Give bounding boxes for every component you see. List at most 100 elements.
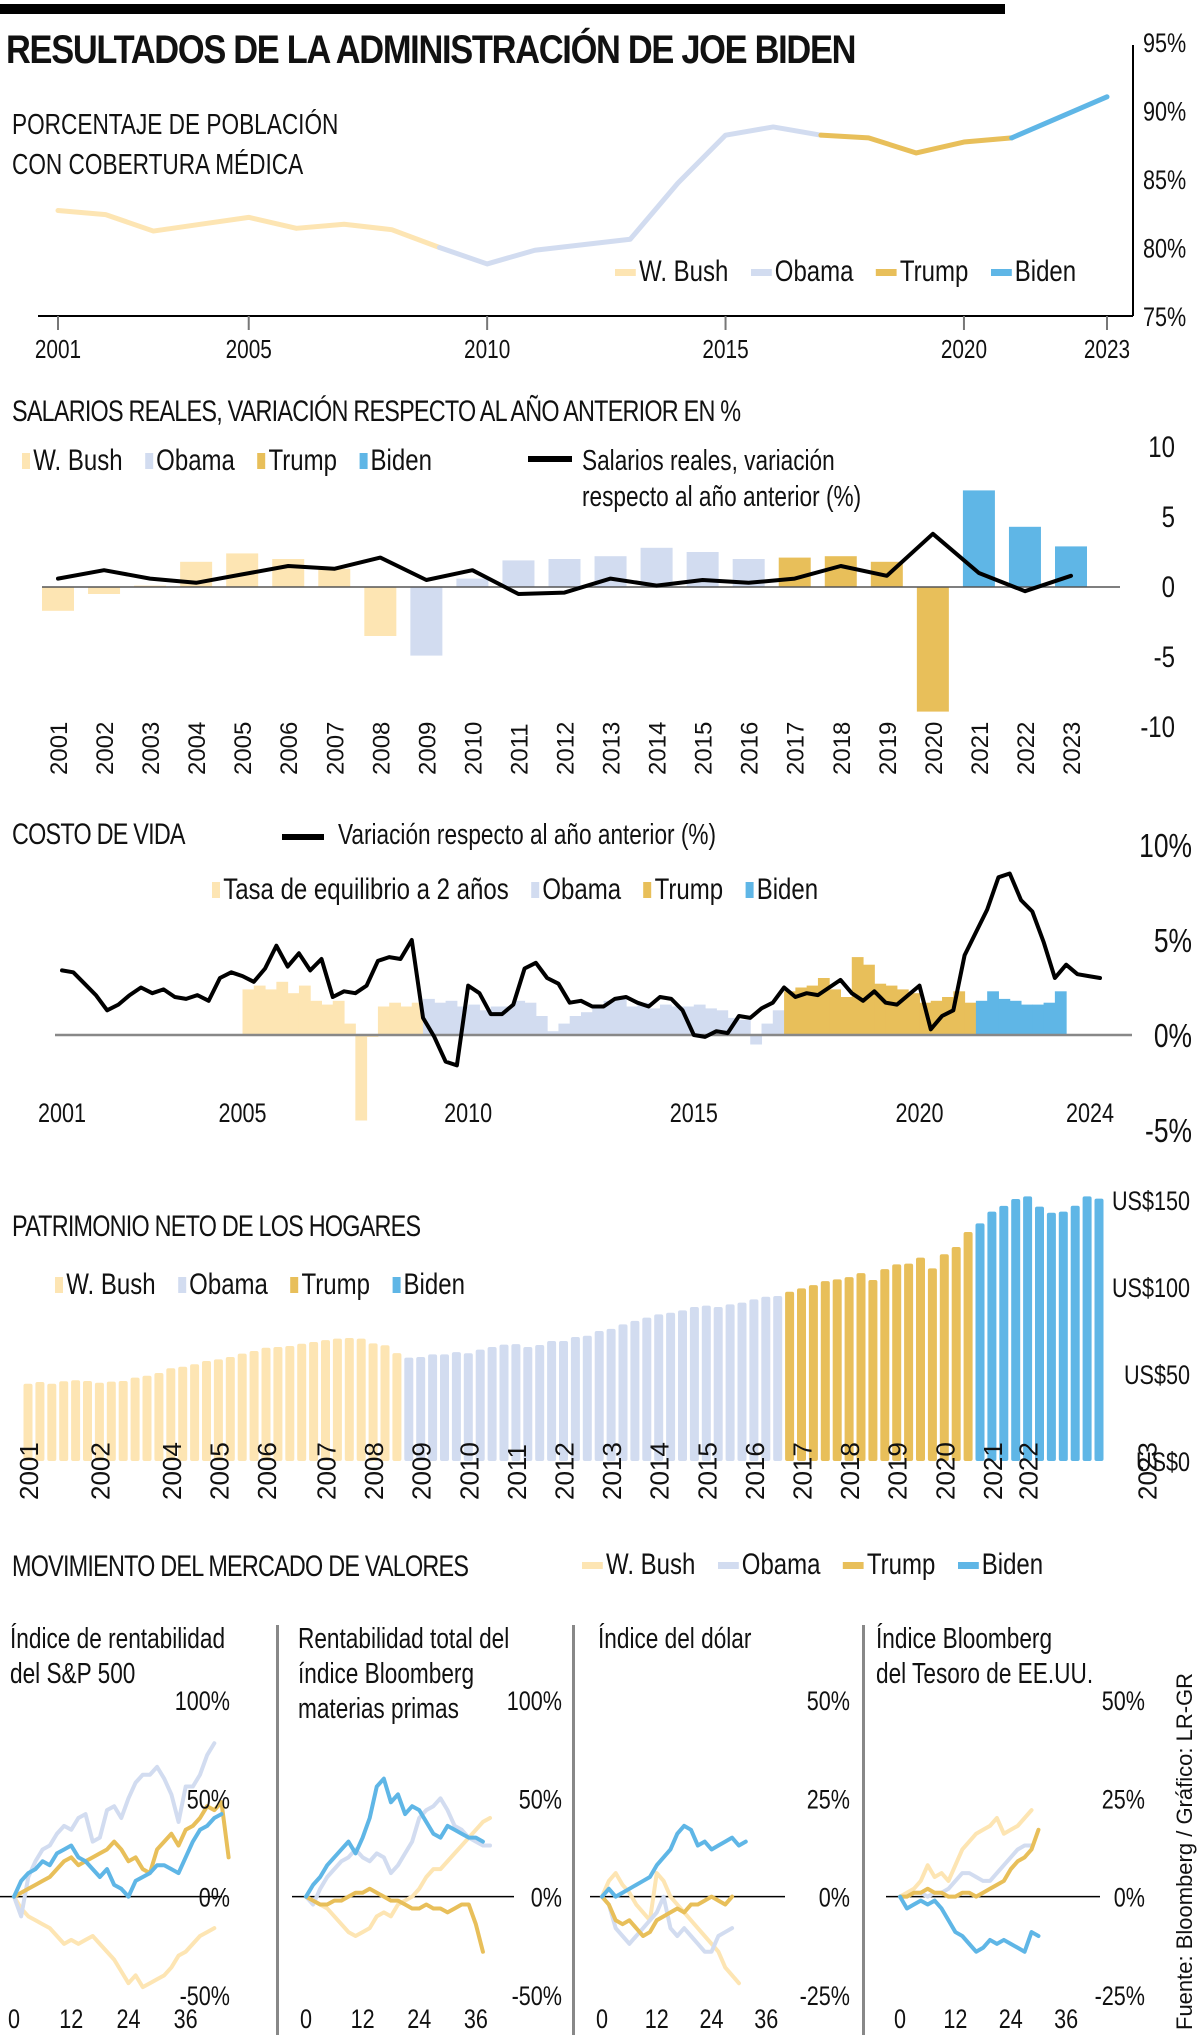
x-tick-label: 2013 bbox=[599, 722, 626, 775]
networth-bar bbox=[321, 1340, 330, 1461]
area-bar bbox=[896, 989, 909, 1035]
networth-bar bbox=[749, 1299, 759, 1461]
area-bar bbox=[874, 983, 887, 1035]
x-tick-label: 2009 bbox=[407, 1442, 437, 1500]
area-bar bbox=[806, 985, 819, 1035]
legend-item-biden: Biden bbox=[359, 444, 432, 478]
inflation-line bbox=[60, 871, 1102, 1068]
area-bar bbox=[344, 1023, 356, 1035]
area-bar bbox=[626, 1006, 638, 1035]
area-bar bbox=[716, 1010, 729, 1035]
networth-bar bbox=[642, 1317, 652, 1461]
x-tick-label: 2019 bbox=[883, 1442, 913, 1500]
chart3-svg: 2001 2005 2010 2015 2020 2024 10% 5% 0% -5% bbox=[38, 828, 1192, 1149]
legend-swatch-biden bbox=[957, 1561, 979, 1569]
chart1-svg: 2001 2005 2010 2015 2020 2023 95% 90% 85% 80% 75% bbox=[35, 29, 1186, 364]
series-line-wbush bbox=[600, 1871, 741, 1986]
y-tick-label: US$100 bbox=[1112, 1274, 1190, 1304]
series-line-obama bbox=[304, 1796, 492, 1907]
area-bar bbox=[750, 1035, 763, 1045]
chart5-title: MOVIMIENTO DEL MERCADO DE VALORES bbox=[12, 1550, 469, 1583]
networth-bar bbox=[285, 1345, 295, 1461]
y-tick-label: 90% bbox=[1143, 97, 1186, 127]
x-tick-label: 2013 bbox=[597, 1442, 627, 1500]
networth-bar bbox=[939, 1254, 949, 1461]
legend-item-equilibrio: Tasa de equilibrio a 2 años bbox=[212, 873, 509, 907]
area-bar bbox=[840, 997, 853, 1035]
x-tick-label: 12 bbox=[59, 2005, 83, 2035]
y-tick-label: 25% bbox=[807, 1785, 850, 1815]
networth-bar bbox=[190, 1364, 200, 1461]
x-tick-label: 2001 bbox=[38, 1099, 86, 1129]
panel3-title-1: Índice del dólar bbox=[598, 1623, 752, 1655]
area-bar bbox=[1043, 1002, 1056, 1035]
legend-item-trump: Trump bbox=[290, 1268, 370, 1302]
x-tick-label: 2004 bbox=[184, 722, 211, 775]
panel-divider bbox=[276, 1625, 279, 2035]
networth-bar bbox=[487, 1347, 497, 1461]
bar-2017 bbox=[778, 557, 811, 587]
networth-bar bbox=[844, 1277, 854, 1461]
bar-2014 bbox=[640, 547, 673, 587]
legend-swatch-trump bbox=[257, 453, 266, 469]
x-tick-label: 2006 bbox=[252, 1442, 282, 1500]
networth-bar bbox=[23, 1383, 33, 1461]
networth-bar bbox=[1046, 1212, 1056, 1461]
series-line-biden bbox=[12, 1812, 224, 1899]
area-bar bbox=[942, 997, 954, 1035]
networth-bar bbox=[689, 1307, 699, 1461]
x-tick-label: 36 bbox=[464, 2005, 488, 2035]
x-tick-label: 2010 bbox=[454, 1442, 484, 1500]
series-line-obama bbox=[436, 124, 824, 267]
networth-bar bbox=[725, 1304, 735, 1461]
networth-bar bbox=[594, 1331, 604, 1461]
chart5-legend: W. Bush Obama Trump Biden bbox=[582, 1548, 1066, 1582]
legend-swatch-biden bbox=[990, 268, 1012, 276]
area-bar bbox=[400, 1006, 413, 1035]
networth-bar bbox=[820, 1281, 830, 1461]
networth-bar bbox=[987, 1211, 997, 1461]
x-tick-label: 2015 bbox=[670, 1099, 718, 1129]
y-tick-label: 0% bbox=[1154, 1018, 1192, 1054]
area-bar bbox=[964, 1002, 977, 1035]
area-bar bbox=[389, 1002, 401, 1035]
networth-bar bbox=[880, 1269, 890, 1461]
networth-bar bbox=[309, 1341, 319, 1461]
x-tick-label: 2022 bbox=[1014, 1442, 1044, 1500]
x-tick-label: 24 bbox=[999, 2005, 1023, 2035]
area-bar bbox=[490, 1006, 503, 1035]
x-tick-label: 2020 bbox=[930, 1442, 960, 1500]
x-tick-label: 2022 bbox=[1013, 722, 1040, 775]
area-bar bbox=[479, 1010, 492, 1035]
area-bar bbox=[885, 985, 898, 1035]
panel-divider bbox=[572, 1625, 575, 2035]
networth-bar bbox=[951, 1246, 961, 1461]
y-tick-label: -50% bbox=[512, 1982, 562, 2012]
area-bar bbox=[863, 964, 875, 1035]
bar-2010 bbox=[456, 578, 489, 587]
legend-label: Trump bbox=[866, 1548, 936, 1581]
x-tick-label: 2017 bbox=[783, 722, 810, 775]
networth-bar bbox=[1011, 1198, 1021, 1461]
wage-line bbox=[56, 531, 1073, 596]
bar-2008 bbox=[364, 587, 397, 636]
x-tick-label: 36 bbox=[1054, 2005, 1078, 2035]
y-tick-label: 5% bbox=[1154, 923, 1192, 959]
y-tick-label: 10% bbox=[1139, 828, 1192, 864]
networth-bar bbox=[380, 1345, 390, 1461]
networth-bar bbox=[106, 1381, 116, 1461]
networth-bar bbox=[118, 1380, 128, 1461]
area-bar bbox=[761, 1023, 774, 1035]
bar-2002 bbox=[88, 587, 121, 594]
x-tick-label: 2001 bbox=[46, 722, 73, 775]
legend-swatch-bush bbox=[55, 1277, 63, 1293]
area-bar bbox=[276, 981, 289, 1035]
chart4-title: PATRIMONIO NETO DE LOS HOGARES bbox=[12, 1210, 421, 1243]
networth-bar bbox=[499, 1344, 509, 1461]
area-bar bbox=[423, 998, 435, 1035]
y-tick-label: -25% bbox=[1095, 1982, 1145, 2012]
x-tick-label: 2020 bbox=[895, 1099, 943, 1129]
x-tick-label: 2003 bbox=[138, 722, 165, 775]
networth-bar bbox=[963, 1232, 973, 1461]
x-tick-label: 2002 bbox=[85, 1442, 115, 1500]
